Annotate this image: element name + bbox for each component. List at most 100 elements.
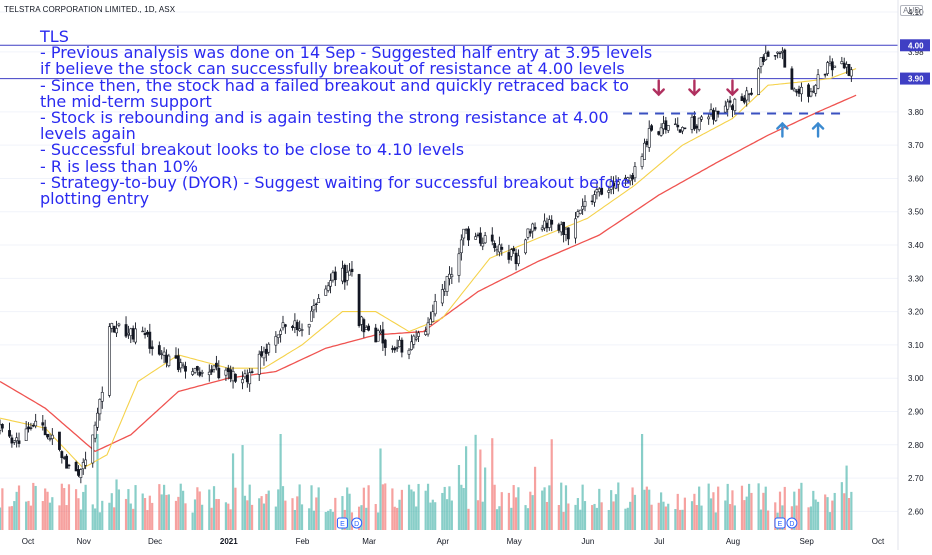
candle-body bbox=[81, 462, 85, 470]
candle-body bbox=[31, 425, 35, 427]
candle-body bbox=[60, 451, 64, 458]
candle bbox=[643, 138, 646, 160]
volume-bar bbox=[545, 501, 549, 530]
candle-body bbox=[424, 331, 428, 335]
volume-bar bbox=[324, 511, 327, 530]
annotation-line: levels again bbox=[40, 124, 136, 144]
volume-bar bbox=[308, 508, 311, 530]
volume-bar bbox=[231, 453, 235, 530]
candle bbox=[464, 228, 468, 235]
candle bbox=[830, 58, 834, 77]
candle-body bbox=[628, 177, 632, 182]
candle bbox=[681, 126, 684, 135]
candle-body bbox=[96, 412, 99, 428]
volume-bar bbox=[526, 508, 530, 530]
annotation-line: the mid-term support bbox=[40, 91, 212, 111]
candle-body bbox=[493, 243, 497, 249]
volume-bar bbox=[246, 500, 249, 530]
volume-bar bbox=[182, 490, 185, 530]
candle bbox=[578, 209, 582, 215]
candle-body bbox=[697, 117, 701, 131]
arrow-head bbox=[726, 88, 739, 97]
candle-body bbox=[267, 343, 271, 353]
volume-bar bbox=[676, 493, 679, 530]
y-tick-label: 3.60 bbox=[908, 174, 924, 183]
volume-bar bbox=[517, 487, 520, 530]
candle bbox=[264, 343, 268, 362]
candle-body bbox=[431, 311, 435, 322]
volume-bar bbox=[493, 484, 496, 530]
candle-body bbox=[229, 369, 233, 379]
volume-bar bbox=[60, 483, 63, 530]
volume-bar bbox=[210, 507, 213, 530]
volume-bar bbox=[462, 488, 465, 530]
candle-body bbox=[331, 272, 335, 281]
volume-bar bbox=[531, 495, 534, 530]
volume-bar bbox=[814, 499, 817, 530]
candle bbox=[115, 320, 118, 338]
volume-bar bbox=[48, 502, 52, 530]
candle bbox=[350, 261, 354, 277]
volume-bar bbox=[277, 489, 280, 530]
volume-bar bbox=[550, 439, 553, 530]
currency-badge[interactable]: AUD bbox=[900, 5, 923, 16]
candle-body bbox=[664, 120, 668, 130]
volume-bar bbox=[626, 507, 629, 530]
candle-body bbox=[464, 229, 468, 231]
candle-body bbox=[429, 318, 432, 325]
candle bbox=[507, 244, 511, 264]
candle bbox=[616, 177, 620, 192]
candle bbox=[198, 367, 202, 378]
candle bbox=[165, 349, 168, 368]
candle bbox=[345, 264, 349, 286]
candle-body bbox=[826, 62, 829, 74]
candle bbox=[840, 56, 844, 65]
candle bbox=[231, 366, 235, 389]
candle-body bbox=[816, 74, 820, 89]
volume-bar bbox=[491, 438, 494, 530]
volume-bar bbox=[196, 487, 199, 530]
candle-body bbox=[750, 92, 753, 95]
candle bbox=[364, 325, 368, 330]
candle-body bbox=[165, 354, 168, 363]
candle bbox=[445, 275, 449, 297]
candle bbox=[614, 175, 618, 190]
candle-body bbox=[176, 355, 180, 370]
candle bbox=[833, 65, 837, 68]
candle bbox=[400, 337, 404, 358]
candle-body bbox=[15, 437, 19, 441]
volume-bar bbox=[262, 503, 266, 530]
candle bbox=[295, 319, 299, 337]
candle bbox=[433, 293, 437, 317]
x-tick-label: Feb bbox=[296, 537, 310, 546]
candle bbox=[262, 346, 266, 366]
volume-bar bbox=[600, 502, 603, 530]
candle-body bbox=[495, 249, 499, 252]
candle-body bbox=[127, 332, 130, 335]
x-tick-label: Oct bbox=[22, 537, 35, 546]
candle bbox=[678, 129, 682, 133]
volume-bar bbox=[441, 492, 444, 530]
candle bbox=[797, 85, 801, 97]
candle bbox=[191, 367, 195, 377]
candle-body bbox=[0, 424, 4, 429]
candle-body bbox=[673, 123, 677, 126]
candle-body bbox=[747, 93, 751, 96]
volume-bar bbox=[391, 488, 394, 530]
candle-body bbox=[600, 187, 604, 195]
y-tick-label: 3.40 bbox=[908, 241, 924, 250]
candle-body bbox=[262, 351, 266, 359]
candle-body bbox=[48, 438, 52, 440]
volume-bar bbox=[583, 501, 587, 530]
volume-bar bbox=[664, 506, 667, 530]
candle bbox=[217, 360, 221, 380]
candle bbox=[647, 120, 651, 152]
candle-body bbox=[27, 426, 30, 430]
x-tick-label: Aug bbox=[726, 537, 740, 546]
volume-bar bbox=[143, 498, 147, 530]
volume-bar bbox=[465, 446, 468, 530]
y-tick-label: 2.80 bbox=[908, 441, 924, 450]
candle bbox=[557, 222, 561, 234]
